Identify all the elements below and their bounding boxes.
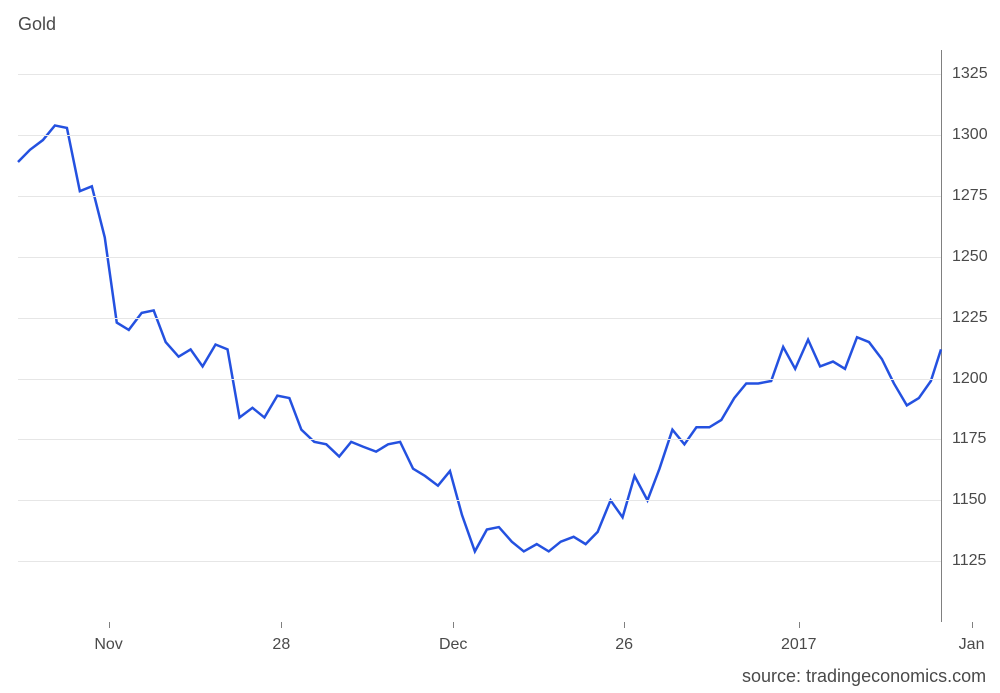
x-tick-label: 2017 (781, 636, 817, 654)
y-tick-label: 1300 (952, 126, 988, 144)
gridline (18, 135, 941, 136)
y-tick-label: 1325 (952, 65, 988, 83)
plot-area (18, 50, 942, 622)
y-tick-label: 1275 (952, 187, 988, 205)
price-line (18, 125, 941, 551)
gridline (18, 257, 941, 258)
x-tick-label: 26 (615, 636, 633, 654)
x-tick-label: 28 (272, 636, 290, 654)
y-tick-label: 1125 (952, 552, 986, 570)
x-tick (799, 622, 800, 628)
chart-title: Gold (18, 14, 56, 35)
gridline (18, 439, 941, 440)
gridline (18, 318, 941, 319)
y-tick-label: 1175 (952, 430, 986, 448)
y-tick-label: 1250 (952, 248, 988, 266)
x-tick (453, 622, 454, 628)
gridline (18, 379, 941, 380)
y-tick-label: 1225 (952, 309, 988, 327)
gridline (18, 196, 941, 197)
source-label: source: tradingeconomics.com (742, 666, 986, 687)
chart-container: Gold source: tradingeconomics.com 1125 11… (0, 0, 1000, 693)
y-tick-label: 1150 (952, 491, 986, 509)
y-tick-label: 1200 (952, 370, 988, 388)
x-tick (624, 622, 625, 628)
x-tick (109, 622, 110, 628)
gridline (18, 500, 941, 501)
x-tick-label: Nov (94, 636, 122, 654)
x-tick-label: Dec (439, 636, 467, 654)
gridline (18, 74, 941, 75)
gridline (18, 561, 941, 562)
x-tick (972, 622, 973, 628)
x-tick-label: Jan (959, 636, 985, 654)
x-tick (281, 622, 282, 628)
